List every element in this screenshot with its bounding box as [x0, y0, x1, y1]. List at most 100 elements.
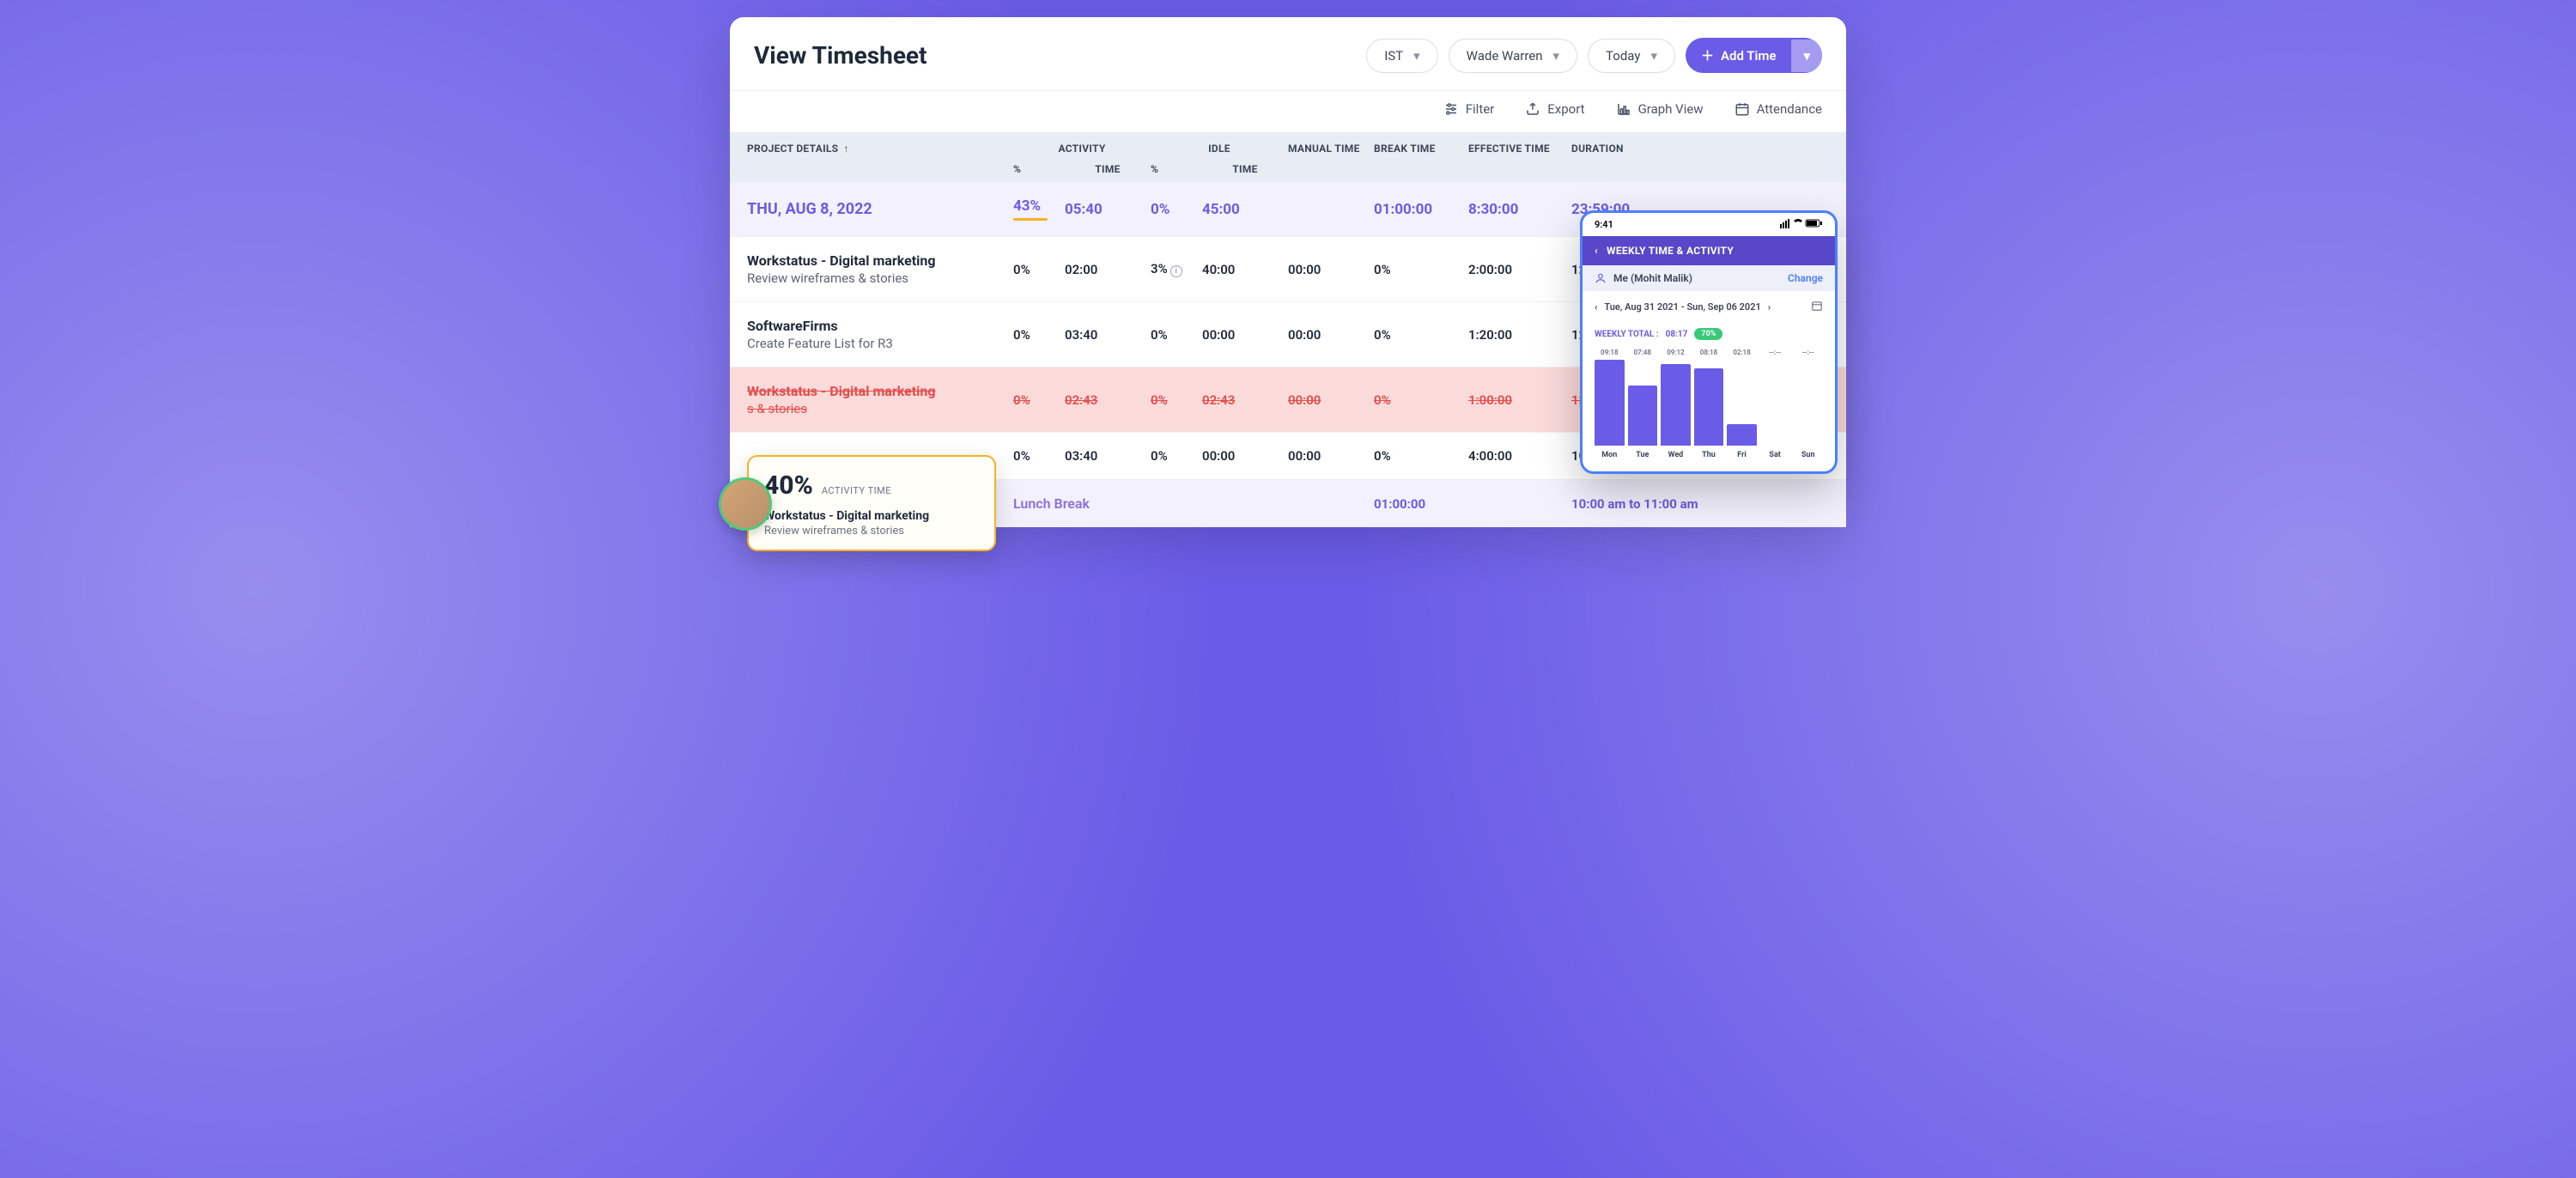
project-cell: Workstatus - Digital marketingReview wir… [747, 252, 1013, 286]
break-time: 01:00:00 [1374, 201, 1468, 218]
break-time: 0% [1374, 262, 1468, 277]
chart-day-label: Thu [1694, 451, 1724, 459]
mobile-pct-badge: 70% [1694, 328, 1722, 340]
chart-value-label: 09:12 [1661, 349, 1691, 356]
back-icon[interactable]: ‹ [1595, 245, 1598, 257]
col-idle: IDLE [1151, 143, 1288, 155]
mobile-user-row: Me (Mohit Malik) Change [1583, 265, 1835, 291]
calendar-icon[interactable] [1811, 300, 1823, 314]
mobile-header-title: WEEKLY TIME & ACTIVITY [1607, 245, 1734, 257]
col-project-details[interactable]: PROJECT DETAILS ↑ [747, 143, 1013, 155]
export-icon [1525, 101, 1540, 117]
mobile-daterange[interactable]: ‹ Tue, Aug 31 2021 - Sun, Sep 06 2021 › [1583, 291, 1835, 323]
effective-time: 1:20:00 [1468, 327, 1571, 343]
chart-day-label: Tue [1628, 451, 1658, 459]
graph-view-button[interactable]: Graph View [1616, 101, 1704, 117]
chart-bar [1694, 368, 1724, 446]
col-idle-pct: % [1151, 163, 1202, 175]
chart-value-label: 09:18 [1595, 349, 1625, 356]
col-effective: EFFECTIVE TIME [1468, 143, 1571, 155]
add-time-main[interactable]: ＋ Add Time [1686, 38, 1792, 73]
chart-bar [1628, 386, 1658, 446]
chevron-left-icon[interactable]: ‹ [1595, 301, 1597, 313]
chart-bar [1661, 364, 1691, 446]
timezone-select[interactable]: IST ▾ [1366, 39, 1437, 73]
info-icon[interactable]: i [1170, 265, 1182, 277]
effective-time: 1:00:00 [1468, 392, 1571, 408]
tooltip-pct: 40% [764, 471, 813, 501]
filter-label: Filter [1466, 101, 1495, 117]
range-select[interactable]: Today ▾ [1588, 39, 1675, 73]
attendance-label: Attendance [1757, 101, 1822, 117]
activity-pct: 43% [1013, 197, 1065, 221]
effective-time: 2:00:00 [1468, 262, 1571, 277]
idle-pct: 3%i [1151, 261, 1202, 277]
chart-day-label: Mon [1595, 451, 1625, 459]
export-button[interactable]: Export [1525, 101, 1584, 117]
chart-bar [1727, 424, 1757, 446]
activity-time: 02:43 [1065, 392, 1151, 408]
range-value: Today [1606, 48, 1640, 64]
mobile-total-label: WEEKLY TOTAL : [1595, 330, 1659, 339]
chart-value-label: 08:18 [1694, 349, 1724, 356]
mobile-total: WEEKLY TOTAL : 08:17 70% [1583, 323, 1835, 349]
project-cell: Workstatus - Digital marketings & storie… [747, 383, 1013, 416]
date-cell: THU, AUG 8, 2022 [747, 200, 1013, 218]
chart-day-label: Sun [1793, 451, 1823, 459]
chart-bar [1595, 360, 1625, 446]
user-select[interactable]: Wade Warren ▾ [1449, 39, 1577, 73]
activity-pct: 0% [1013, 327, 1065, 343]
add-time-dropdown[interactable]: ▾ [1791, 39, 1822, 72]
idle-time: 00:00 [1202, 327, 1288, 343]
chevron-down-icon: ▾ [1413, 48, 1420, 64]
mobile-total-value: 08:17 [1666, 330, 1688, 339]
idle-pct: 0% [1151, 201, 1202, 218]
manual-time: 00:00 [1288, 327, 1374, 343]
mobile-statusbar: 9:41 [1583, 213, 1835, 236]
activity-pct: 0% [1013, 392, 1065, 408]
chart-value-label: --:-- [1793, 349, 1823, 356]
tooltip-task: Review wireframes & stories [764, 525, 979, 537]
idle-pct: 0% [1151, 327, 1202, 343]
mobile-user-name: Me (Mohit Malik) [1613, 272, 1692, 284]
col-activity-pct: % [1013, 163, 1065, 175]
timezone-value: IST [1384, 48, 1403, 64]
chevron-right-icon[interactable]: › [1768, 301, 1771, 313]
avatar [719, 477, 772, 531]
tooltip-label: ACTIVITY TIME [822, 485, 891, 496]
attendance-button[interactable]: Attendance [1735, 101, 1822, 117]
col-idle-time: TIME [1202, 163, 1288, 175]
idle-time: 02:43 [1202, 392, 1288, 408]
break-time: 0% [1374, 327, 1468, 343]
chevron-down-icon: ▾ [1553, 48, 1560, 64]
col-manual: MANUAL TIME [1288, 143, 1374, 155]
header-controls: IST ▾ Wade Warren ▾ Today ▾ ＋ Add Time ▾ [1366, 38, 1822, 73]
filter-icon [1443, 101, 1459, 117]
calendar-icon [1735, 101, 1750, 117]
tooltip-project: Workstatus - Digital marketing [764, 509, 979, 523]
col-duration: DURATION [1571, 143, 1777, 155]
chart-day-label: Fri [1727, 451, 1757, 459]
mobile-status-icons [1780, 218, 1823, 231]
idle-pct: 0% [1151, 392, 1202, 408]
break-time: 0% [1374, 448, 1468, 464]
break-label: Lunch Break [1013, 495, 1151, 512]
duration: 10:00 am to 11:00 am [1571, 496, 1777, 512]
mobile-daterange-value: Tue, Aug 31 2021 - Sun, Sep 06 2021 [1604, 301, 1760, 313]
activity-time: 03:40 [1065, 448, 1151, 464]
mobile-header: ‹ WEEKLY TIME & ACTIVITY [1583, 236, 1835, 265]
idle-time: 00:00 [1202, 448, 1288, 464]
chart-day-label: Wed [1661, 451, 1691, 459]
chart-value-label: 07:48 [1628, 349, 1658, 356]
plus-icon: ＋ [1701, 46, 1714, 64]
chart-day-label: Sat [1760, 451, 1790, 459]
manual-time: 00:00 [1288, 262, 1374, 277]
break-time: 01:00:00 [1374, 496, 1468, 512]
page-title: View Timesheet [754, 41, 927, 70]
toolbar: Filter Export Graph View Attendance [730, 90, 1846, 132]
project-cell: SoftwareFirmsCreate Feature List for R3 [747, 318, 1013, 351]
filter-button[interactable]: Filter [1443, 101, 1495, 117]
user-icon [1595, 272, 1607, 284]
mobile-change-link[interactable]: Change [1788, 272, 1823, 284]
activity-pct: 0% [1013, 262, 1065, 277]
